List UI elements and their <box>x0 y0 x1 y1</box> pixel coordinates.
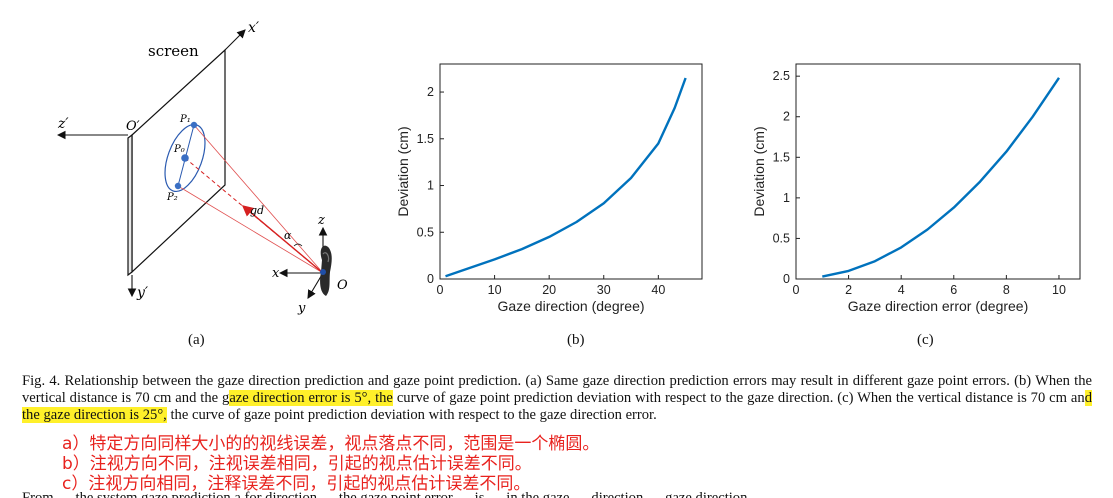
screen-label: screen <box>148 42 199 60</box>
x-tick-label: 10 <box>1052 283 1066 297</box>
p2-label: P₂ <box>166 192 178 203</box>
x-tick-label: 6 <box>950 283 957 297</box>
z-prime-label: z′ <box>57 116 69 132</box>
y-tick-label: 2 <box>783 110 790 124</box>
series-line <box>822 77 1060 278</box>
chart-c: 0 2 4 6 8 10 0 0.5 1 1.5 2 2.5 Gaze direction error … <box>751 63 1081 314</box>
eye-icon <box>320 245 332 296</box>
x-tick-label: 10 <box>488 283 502 297</box>
diagram-panel: screen x′ z′ O′ y′ P₁ P₀ P₂ gd α z x y O <box>40 10 370 330</box>
point-p2 <box>174 182 182 190</box>
x-tick-label: 2 <box>845 283 852 297</box>
x-tick-label: 0 <box>793 283 800 297</box>
point-p1 <box>190 121 198 129</box>
chart-b: 0 10 20 30 40 0 0.5 1 1.5 2 Gaze direction (degree… <box>395 63 703 314</box>
o-label: O <box>337 278 348 293</box>
y-tick-label: 1.5 <box>773 150 790 164</box>
y-label: y <box>297 301 306 316</box>
ray-p1 <box>193 124 324 274</box>
y-tick-label: 1 <box>783 191 790 205</box>
y-tick-label: 0.5 <box>773 231 790 245</box>
x-tick-label: 8 <box>1003 283 1010 297</box>
gd-label: gd <box>250 204 264 217</box>
x-prime-label: x′ <box>248 20 260 36</box>
series-line <box>445 77 687 278</box>
p0-label: P₀ <box>173 144 185 155</box>
caption-highlight-1: aze direction error is 5°, the <box>229 390 393 406</box>
note-c: c）注视方向相同，注释误差不同，引起的视点估计误差不同。 <box>62 474 531 494</box>
screen-edge <box>127 133 133 277</box>
y-tick-label: 2 <box>427 85 434 99</box>
plot-area <box>439 63 703 280</box>
x-label: x <box>272 266 280 281</box>
ray-p2 <box>177 185 324 274</box>
cut-off-text-line: From … the system gaze prediction a for … <box>22 490 748 498</box>
chart-c-panel: 0 2 4 6 8 10 0 0.5 1 1.5 2 2.5 Gaze direction error … <box>740 50 1090 330</box>
gaze-diagram: screen x′ z′ O′ y′ P₁ P₀ P₂ gd α z x y O <box>56 20 348 316</box>
caption-part-1: Fig. 4. Relationship between the gaze di… <box>22 373 1092 406</box>
annotation-notes: a）特定方向同样大小的的视线误差，视点落点不同，范围是一个椭圆。 b）注视方向不… <box>62 434 599 494</box>
angle-arc <box>293 243 303 247</box>
note-b: b）注视方向不同，注视误差相同，引起的视点估计误差不同。 <box>62 454 532 474</box>
x-tick-label: 0 <box>437 283 444 297</box>
alpha-label: α <box>284 229 292 242</box>
y-tick-label: 0 <box>783 272 790 286</box>
x-tick-label: 40 <box>651 283 665 297</box>
x-prime-axis <box>224 29 246 51</box>
y-tick-label: 0.5 <box>417 225 434 239</box>
note-a: a）特定方向同样大小的的视线误差，视点落点不同，范围是一个椭圆。 <box>62 434 600 454</box>
figure-caption: Fig. 4. Relationship between the gaze di… <box>22 373 1092 424</box>
x-axis-label: Gaze direction (degree) <box>497 298 644 314</box>
sublabel-c: (c) <box>917 332 934 348</box>
sublabel-a: (a) <box>188 332 205 348</box>
y-tick-label: 1.5 <box>417 132 434 146</box>
x-tick-label: 4 <box>898 283 905 297</box>
screen-plane <box>131 48 226 274</box>
y-axis-label: Deviation (cm) <box>751 126 767 216</box>
x-tick-label: 30 <box>597 283 611 297</box>
caption-part-2: curve of gaze point prediction deviation… <box>392 390 1085 406</box>
o-prime-label: O′ <box>126 119 140 134</box>
gaze-vector <box>241 205 324 274</box>
sublabel-b: (b) <box>567 332 585 348</box>
y-tick-label: 0 <box>427 272 434 286</box>
x-axis-label: Gaze direction error (degree) <box>848 298 1029 314</box>
y-tick-label: 1 <box>427 179 434 193</box>
z-label: z <box>317 213 325 228</box>
plot-area <box>795 63 1081 280</box>
chart-b-panel: 0 10 20 30 40 0 0.5 1 1.5 2 Gaze direction (degree… <box>390 50 720 330</box>
point-p0 <box>181 154 189 162</box>
y-tick-label: 2.5 <box>773 69 790 83</box>
x-tick-label: 20 <box>542 283 556 297</box>
y-prime-label: y′ <box>136 285 149 301</box>
p1-label: P₁ <box>179 114 191 125</box>
y-axis-label: Deviation (cm) <box>395 126 411 216</box>
caption-part-3: the curve of gaze point prediction devia… <box>166 407 657 423</box>
